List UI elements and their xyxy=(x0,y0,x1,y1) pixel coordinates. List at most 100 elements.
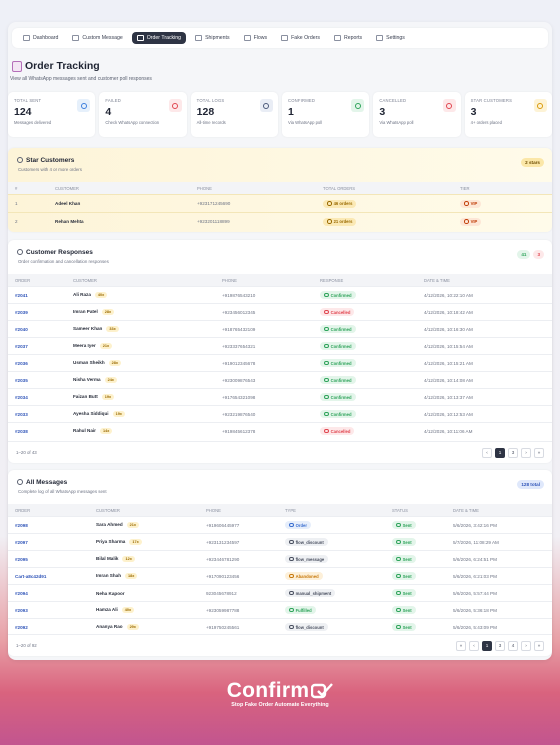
response-cell: Confirmed xyxy=(320,325,424,333)
date: 5/6/2026, 6:24:51 PM xyxy=(453,556,497,562)
table-row: #2095 Bilal Malik 12x +923446781290 flow_mes… xyxy=(8,550,552,567)
response-cell: Cancelled xyxy=(320,427,424,435)
status: Sent xyxy=(392,538,416,546)
stat-note: All-time records xyxy=(196,120,226,125)
response: Confirmed xyxy=(320,359,356,367)
stat-cards: TOTAL SENT 124 Messages delivered FAILED 4 Ch… xyxy=(8,92,552,137)
customer: Nisha Verma xyxy=(73,377,101,382)
stat-value: 4 xyxy=(105,106,112,118)
status-cell: Sent xyxy=(392,606,453,614)
rank: 2 xyxy=(15,219,18,224)
customer-cell: Nisha Verma 24x xyxy=(73,377,222,383)
page-button[interactable]: » xyxy=(534,640,544,651)
page-button[interactable]: 1 xyxy=(495,447,505,458)
total-badge: 128 total xyxy=(517,480,544,489)
table-row: #2040 Sameer Khan 33x +918765432109 Confirme… xyxy=(8,320,552,337)
nav-item[interactable]: Settings xyxy=(371,32,410,44)
table-row: #2092 Ananya Rao 29x +919750245561 flow_disc… xyxy=(8,618,552,635)
star-customers: Star Customers Customers with 4 or more o… xyxy=(8,148,552,232)
column-header: RESPONSE xyxy=(320,277,344,283)
nav-item[interactable]: Custom Message xyxy=(67,32,127,44)
order-id: #2095 xyxy=(15,556,28,562)
date: 4/12/2026, 10:12:53 AM xyxy=(424,411,473,417)
nav-item[interactable]: Order Tracking xyxy=(131,32,187,44)
table-row: #2036 Usman Sheikh 28x +919012345678 Confirm… xyxy=(8,354,552,371)
section-icon xyxy=(17,479,23,485)
section-title: Star Customers xyxy=(26,157,75,164)
nav-item[interactable]: Shipments xyxy=(190,32,235,44)
nav-item[interactable]: Dashboard xyxy=(18,32,63,44)
stat-card: TOTAL SENT 124 Messages delivered xyxy=(8,92,96,137)
nav-item[interactable]: Reports xyxy=(329,32,367,44)
all-messages: All Messages Complete log of all WhatsApp… xyxy=(8,470,552,656)
stat-value: 1 xyxy=(287,106,294,118)
order-id: #2098 xyxy=(15,522,28,528)
orders-cell: 21 orders xyxy=(323,217,460,226)
type-cell: Order xyxy=(285,521,392,529)
customer-responses: Customer Responses Order confirmation and… xyxy=(8,240,552,463)
date: 4/12/2026, 10:15:21 AM xyxy=(424,360,473,366)
order-id: #2092 xyxy=(15,624,28,630)
table-row: #2097 Priya Sharma 17x +923131234597 flow_di… xyxy=(8,533,552,550)
nav-bar: Dashboard Custom Message Order Tracking Shi… xyxy=(12,28,548,48)
row-count: 1–20 of 92 xyxy=(16,643,37,648)
customer: Neha Kapoor xyxy=(96,590,125,596)
response-cell: Confirmed xyxy=(320,410,424,418)
nav-item[interactable]: Fake Orders xyxy=(276,32,325,44)
column-header: PHONE xyxy=(197,185,212,191)
order-count: 19x xyxy=(101,394,115,400)
order-id: #2094 xyxy=(15,590,28,596)
page-button[interactable]: 4 xyxy=(508,640,518,651)
page-button[interactable]: 3 xyxy=(495,640,505,651)
column-header: PHONE xyxy=(222,277,237,283)
page-button[interactable]: » xyxy=(534,447,544,458)
column-header: CUSTOMER xyxy=(96,507,120,513)
column-header: STATUS xyxy=(392,507,408,513)
status-cell: Sent xyxy=(392,521,453,529)
table-row: #2035 Nisha Verma 24x +923009876543 Confirme… xyxy=(8,371,552,388)
badges: 41 3 xyxy=(517,250,544,259)
customer-cell: Hamza Ali 40x xyxy=(96,607,206,613)
page-button[interactable]: « xyxy=(456,640,466,651)
status: Sent xyxy=(392,589,416,597)
table-row: #2033 Ayesha Siddiqui 19x +923219876540 Conf… xyxy=(8,405,552,422)
type-cell: Fulfilled xyxy=(285,606,392,614)
order-count: 46 orders xyxy=(323,199,357,208)
page-button[interactable]: 1 xyxy=(482,640,492,651)
section-subtitle: Complete log of all WhatsApp messages se… xyxy=(18,489,107,494)
date: 5/7/2026, 11:08:29 AM xyxy=(453,539,499,545)
type-cell: flow_discount xyxy=(285,623,392,631)
stat-card: CONFIRMED 1 Via WhatsApp poll xyxy=(281,92,370,137)
order-count: 14x xyxy=(99,428,113,434)
page-button[interactable]: ‹ xyxy=(482,447,492,458)
customer: Priya Sharma xyxy=(96,539,126,544)
order-count: 33x xyxy=(106,326,119,332)
page-button[interactable]: 3 xyxy=(508,447,518,458)
section-header: Customer Responses Order confirmation and… xyxy=(8,240,552,274)
section-header: Star Customers Customers with 4 or more o… xyxy=(8,148,552,182)
page-button[interactable]: › xyxy=(521,447,531,458)
table-row: Cart-a8c42d91 Imran Shah 18x +917090123456 A… xyxy=(8,567,552,584)
page-title: Order Tracking xyxy=(25,60,100,72)
stat-note: Messages delivered xyxy=(14,120,52,125)
page-button[interactable]: › xyxy=(521,640,531,651)
date: 5/6/2026, 5:57:44 PM xyxy=(453,590,497,596)
response-badge: 3 xyxy=(533,250,544,259)
customer: Rahul Nair xyxy=(73,428,96,433)
message-type: Fulfilled xyxy=(285,606,316,614)
stat-icon xyxy=(168,99,182,112)
customer: Adeel Khan xyxy=(55,201,81,206)
stat-label: CONFIRMED xyxy=(287,98,316,103)
stat-icon xyxy=(351,99,365,112)
nav-item[interactable]: Flows xyxy=(239,32,273,44)
stat-label: TOTAL SENT xyxy=(14,98,42,103)
response-cell: Confirmed xyxy=(320,393,424,401)
stat-label: TOTAL LOGS xyxy=(196,98,225,103)
phone: +919750245561 xyxy=(206,624,240,630)
tier: VIP xyxy=(460,199,482,208)
date: 5/6/2026, 5:36:18 PM xyxy=(453,607,497,613)
page-button[interactable]: ‹ xyxy=(469,640,479,651)
customer-cell: Rahul Nair 14x xyxy=(73,428,222,434)
orders-cell: 46 orders xyxy=(323,199,460,208)
